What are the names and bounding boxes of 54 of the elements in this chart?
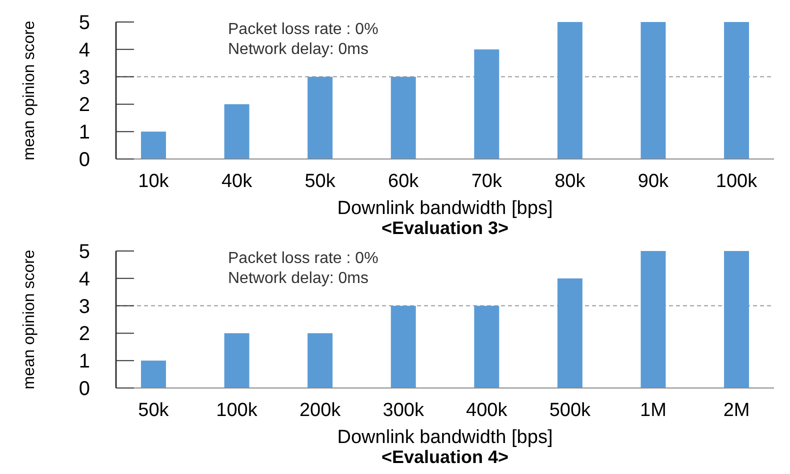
x-tick-label: 80k: [554, 171, 586, 192]
bar: [557, 278, 582, 388]
bar: [390, 76, 416, 159]
x-tick-label: 10k: [138, 171, 170, 192]
x-tick-label: 2M: [723, 400, 750, 421]
y-tick-label: 2: [78, 94, 90, 116]
bar: [308, 333, 333, 388]
y-axis-title: mean opinion score: [21, 250, 38, 390]
x-tick-label: 200k: [299, 400, 342, 421]
bar: [308, 76, 333, 159]
y-tick-label: 2: [78, 323, 90, 346]
x-tick-label: 40k: [221, 171, 253, 192]
x-tick-label: 50k: [304, 171, 336, 192]
x-tick-label: 400k: [466, 400, 508, 421]
bar: [140, 132, 166, 159]
bar: [640, 22, 666, 159]
x-tick-label: 100k: [216, 400, 258, 421]
x-tick-label: 100k: [716, 171, 758, 192]
bar: [724, 22, 750, 159]
x-tick-label: 70k: [471, 171, 502, 192]
bar: [474, 306, 500, 388]
x-tick-label: 90k: [638, 171, 670, 192]
y-tick-label: 4: [78, 268, 90, 290]
y-axis-title: mean opinion score: [21, 20, 38, 160]
x-tick-label: 300k: [382, 400, 424, 421]
x-tick-label: 500k: [549, 400, 592, 421]
bar: [640, 251, 666, 388]
x-axis-title: Downlink bandwidth [bps]: [337, 427, 553, 448]
bar: [557, 22, 582, 159]
y-tick-label: 5: [78, 12, 90, 34]
annotation: Network delay: 0ms: [228, 270, 368, 287]
bar: [724, 251, 750, 388]
bar: [474, 49, 500, 159]
bar: [390, 306, 416, 388]
text: <Evaluation 3>: [381, 218, 509, 238]
annotation: Packet loss rate : 0%: [228, 21, 378, 38]
y-tick-label: 0: [78, 378, 90, 400]
bar: [224, 104, 250, 159]
x-tick-label: 1M: [640, 400, 666, 421]
annotation: Packet loss rate : 0%: [228, 250, 378, 267]
bar: [224, 333, 250, 388]
y-tick-label: 3: [78, 296, 90, 318]
y-tick-label: 1: [78, 350, 90, 373]
y-tick-label: 0: [78, 149, 90, 171]
x-tick-label: 60k: [388, 171, 420, 192]
bar: [140, 360, 166, 388]
y-tick-label: 3: [78, 66, 90, 89]
text: <Evaluation 4>: [381, 447, 509, 467]
x-tick-label: 50k: [138, 400, 170, 421]
y-tick-label: 1: [78, 122, 90, 144]
annotation: Network delay: 0ms: [228, 41, 368, 58]
y-tick-label: 5: [78, 241, 90, 263]
y-tick-label: 4: [78, 39, 90, 62]
x-axis-title: Downlink bandwidth [bps]: [337, 198, 553, 219]
